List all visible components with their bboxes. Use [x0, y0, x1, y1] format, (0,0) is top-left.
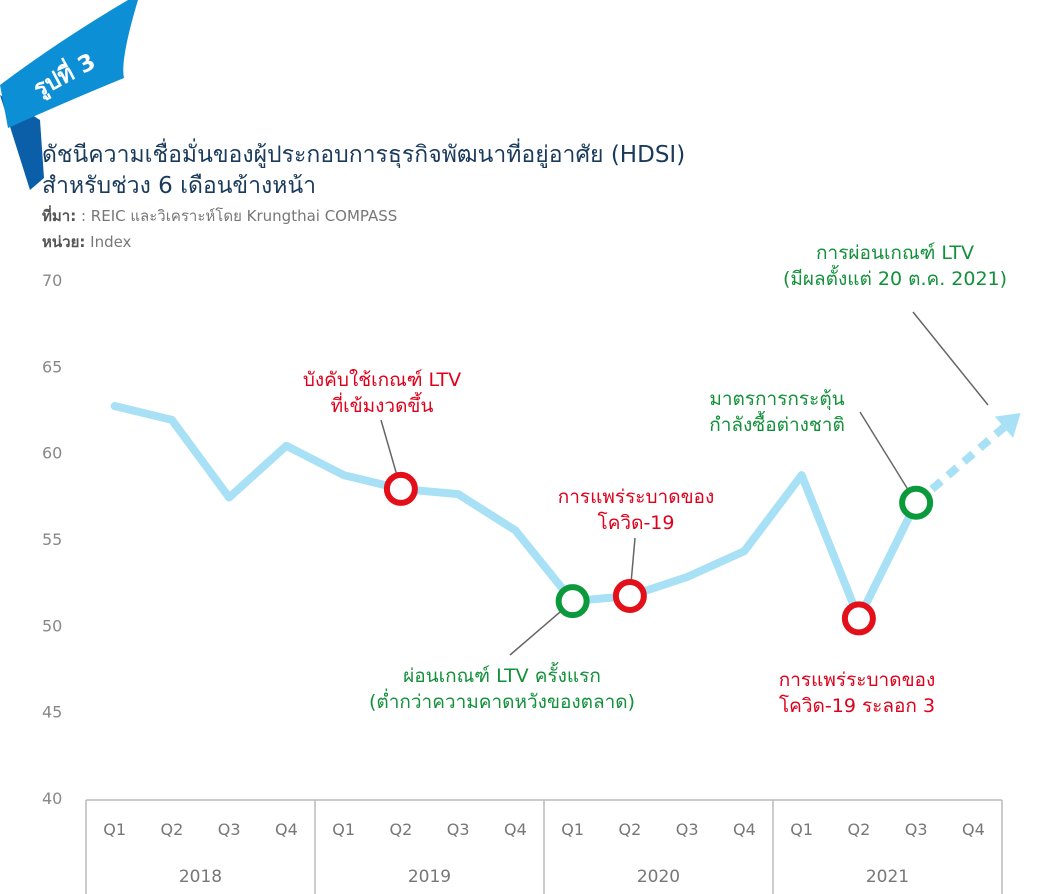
y-tick-label: 40 [42, 789, 62, 808]
source-note: ที่มา: : REIC และวิเคราะห์โดย Krungthai … [42, 204, 397, 228]
x-tick-label: Q4 [962, 820, 985, 839]
x-tick-label: Q3 [218, 820, 241, 839]
event-annotation-line: (มีผลตั้งแต่ 20 ต.ค. 2021) [783, 265, 1007, 290]
x-tick-label: Q1 [103, 820, 126, 839]
source-label: ที่มา: [42, 207, 77, 225]
x-tick-label: Q3 [905, 820, 928, 839]
event-annotation: การแพร่ระบาดของโควิด-19 ระลอก 3 [779, 669, 936, 717]
x-tick-label: Q2 [618, 820, 641, 839]
chart-title-line2: สำหรับช่วง 6 เดือนข้างหน้า [42, 173, 317, 199]
event-annotation-line: มาตรการกระตุ้น [709, 388, 844, 411]
x-tick-label: Q4 [275, 820, 298, 839]
event-annotation-line: บังคับใช้เกณฑ์ LTV [303, 369, 461, 391]
y-tick-label: 55 [42, 530, 62, 549]
badge-ribbon [0, 0, 138, 128]
year-label: 2020 [637, 867, 680, 887]
event-annotation: การผ่อนเกณฑ์ LTV (มีผลตั้งแต่ 20 ต.ค. 202… [783, 242, 1007, 290]
chart-title: ดัชนีความเชื่อมั่นของผู้ประกอบการธุรกิจพ… [42, 140, 685, 202]
projection-dashed-line [913, 424, 1007, 506]
x-tick-label: Q2 [847, 820, 870, 839]
green-event-marker [899, 485, 934, 520]
year-label: 2018 [179, 867, 222, 887]
event-annotation-line: (ต่ำกว่าความคาดหวังของตลาด) [369, 688, 635, 713]
x-tick-label: Q4 [504, 820, 527, 839]
x-tick-label: Q1 [790, 820, 813, 839]
event-annotation-line: ที่เข้มงวดขึ้น [331, 392, 434, 417]
x-tick-label: Q2 [160, 820, 183, 839]
unit-label: หน่วย: [42, 233, 86, 251]
y-tick-label: 50 [42, 616, 62, 635]
event-annotation-line: โควิด-19 [598, 511, 675, 534]
event-annotation: การแพร่ระบาดของโควิด-19 [558, 486, 715, 534]
red-event-marker [841, 601, 876, 636]
red-event-marker [383, 471, 418, 506]
chart-title-line1: ดัชนีความเชื่อมั่นของผู้ประกอบการธุรกิจพ… [42, 142, 686, 168]
year-label: 2021 [866, 867, 909, 887]
event-annotation-line: โควิด-19 ระลอก 3 [779, 694, 935, 717]
annotation-leader-line [912, 311, 989, 406]
event-annotation: บังคับใช้เกณฑ์ LTV ที่เข้มงวดขึ้น [303, 369, 461, 417]
y-tick-label: 45 [42, 703, 62, 722]
x-tick-label: Q3 [447, 820, 470, 839]
x-tick-label: Q3 [676, 820, 699, 839]
projection-arrowhead [994, 412, 1021, 438]
hdsi-series-line [110, 402, 921, 623]
event-annotation-line: ผ่อนเกณฑ์ LTV ครั้งแรก [403, 662, 601, 687]
year-label: 2019 [408, 867, 451, 887]
x-tick-label: Q4 [733, 820, 756, 839]
y-tick-label: 65 [42, 357, 62, 376]
event-annotation: มาตรการกระตุ้นกำลังซื้อต่างชาติ [709, 388, 845, 436]
figure-badge: รูปที่ 3 [0, 0, 138, 190]
event-annotation-line: การแพร่ระบาดของ [779, 669, 936, 691]
unit-note: หน่วย: Index [42, 230, 131, 254]
annotation-leader-line [859, 411, 917, 504]
green-event-marker [555, 584, 590, 619]
y-tick-label: 70 [42, 271, 62, 290]
x-tick-label: Q1 [332, 820, 355, 839]
unit-text: Index [90, 233, 132, 251]
x-tick-label: Q1 [561, 820, 584, 839]
y-tick-label: 60 [42, 444, 62, 463]
event-annotation-line: การแพร่ระบาดของ [558, 486, 715, 508]
event-annotation: ผ่อนเกณฑ์ LTV ครั้งแรก(ต่ำกว่าความคาดหวั… [369, 662, 635, 713]
event-annotation-line: กำลังซื้อต่างชาติ [709, 411, 845, 436]
red-event-marker [612, 578, 647, 613]
x-tick-label: Q2 [389, 820, 412, 839]
event-annotation-line: การผ่อนเกณฑ์ LTV [816, 242, 974, 264]
source-text: : REIC และวิเคราะห์โดย Krungthai COMPASS [80, 207, 398, 225]
